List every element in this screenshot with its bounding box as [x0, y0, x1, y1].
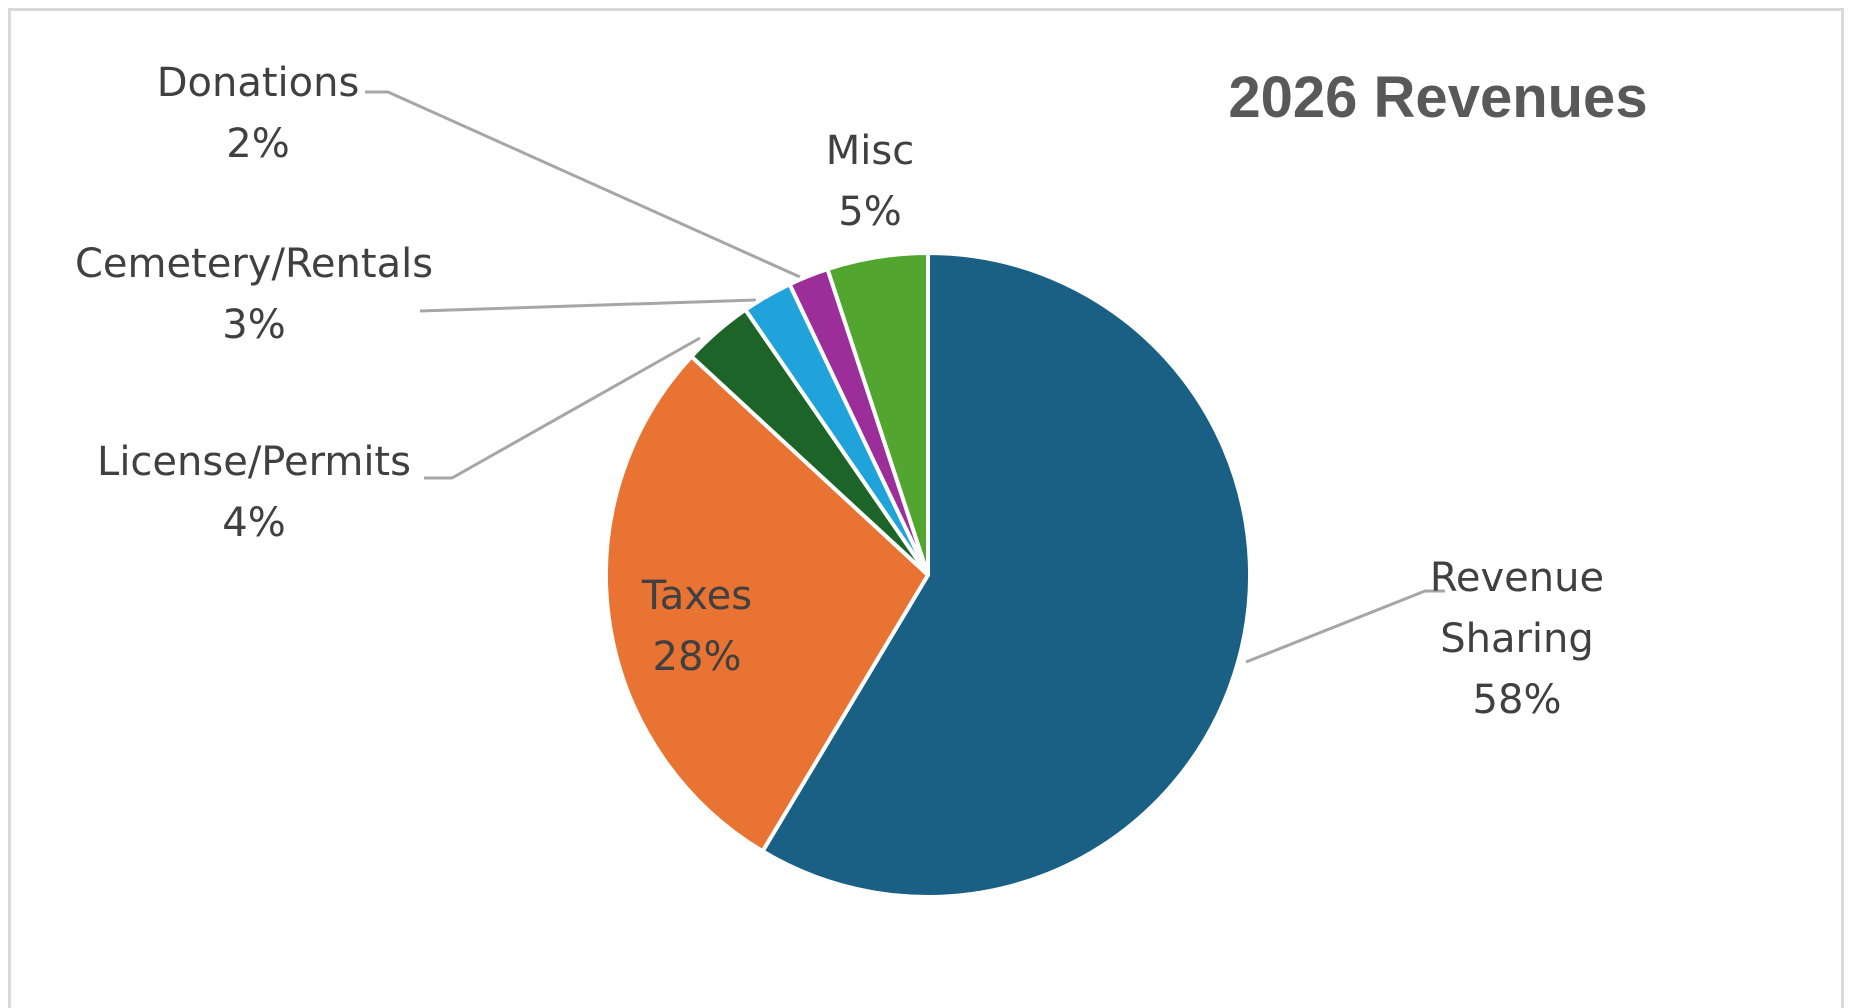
data-label-name-taxes: Taxes [641, 573, 752, 619]
data-label-value-misc: 5% [838, 189, 901, 235]
leader-line-donations [365, 90, 801, 279]
data-label-value-donations: 2% [226, 121, 289, 167]
pie-slices [604, 251, 1252, 899]
pie-slice-misc [825, 251, 930, 577]
pie-slice-taxes [604, 354, 930, 854]
data-label-value-license-permits: 4% [222, 500, 285, 546]
leader-line-cemetery-rentals [419, 298, 757, 313]
data-label-name-license-permits: License/Permits [97, 439, 411, 485]
data-label-name-cemetery-rentals: Cemetery/Rentals [75, 241, 433, 287]
data-label-name-donations: Donations [157, 60, 360, 106]
leader-line-revenue-sharing [1245, 589, 1445, 664]
data-label-value-cemetery-rentals: 3% [222, 302, 285, 348]
leader-lines [365, 90, 1445, 664]
data-label-name-revenue-sharing: Revenue [1430, 555, 1604, 601]
pie-slice-revenue-sharing [760, 251, 1252, 899]
data-label-name-misc: Misc [826, 128, 914, 174]
data-label-name-revenue-sharing: Sharing [1440, 616, 1594, 662]
leader-line-license-permits [424, 336, 701, 480]
data-label-value-revenue-sharing: 58% [1473, 677, 1562, 723]
data-label-value-taxes: 28% [653, 634, 742, 680]
chart-title: 2026 Revenues [1228, 65, 1647, 130]
slice-labels: Revenue Sharing 58% Taxes 28% License/Permits… [75, 60, 1604, 723]
